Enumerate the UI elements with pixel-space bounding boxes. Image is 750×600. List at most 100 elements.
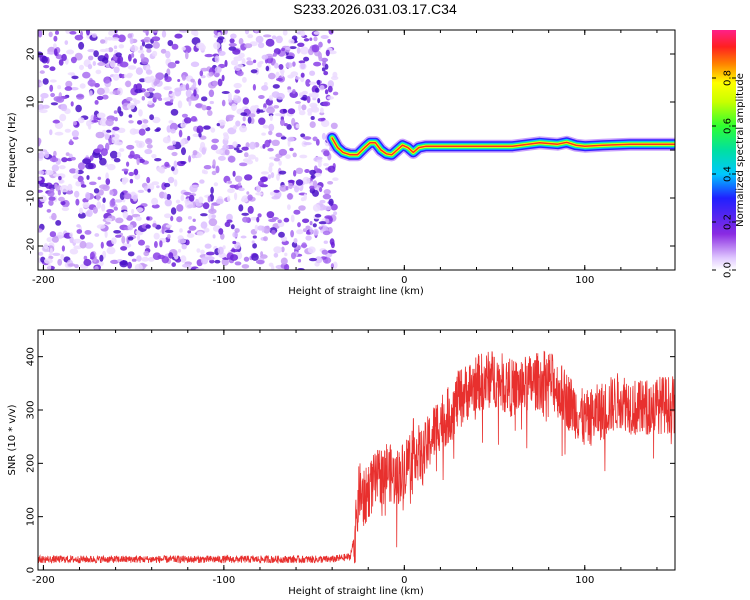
- noise-speckle: [300, 72, 305, 78]
- noise-speckle: [211, 214, 217, 219]
- noise-speckle: [40, 92, 49, 99]
- noise-speckle: [310, 116, 315, 120]
- noise-speckle: [148, 87, 154, 93]
- noise-speckle: [145, 245, 150, 249]
- noise-speckle: [319, 85, 325, 91]
- noise-speckle: [51, 236, 59, 243]
- snr-x-tick-label: 0: [401, 575, 407, 586]
- noise-speckle: [138, 128, 146, 136]
- spectrogram-x-tick-label: -100: [213, 275, 236, 286]
- noise-speckle: [121, 168, 129, 172]
- noise-speckle: [302, 176, 311, 185]
- noise-speckle: [188, 225, 197, 231]
- noise-speckle: [273, 189, 280, 193]
- noise-speckle: [86, 30, 90, 36]
- noise-speckle: [277, 219, 282, 224]
- noise-speckle: [215, 165, 220, 174]
- noise-speckle: [230, 60, 239, 66]
- noise-speckle: [94, 100, 99, 105]
- noise-speckle: [300, 30, 306, 37]
- noise-speckle: [275, 132, 283, 138]
- noise-speckle: [126, 103, 135, 110]
- noise-speckle: [71, 130, 79, 138]
- noise-speckle: [307, 246, 316, 254]
- spectrogram-y-tick-label: -20: [26, 238, 37, 254]
- noise-speckle: [105, 119, 114, 127]
- noise-speckle: [238, 52, 245, 59]
- noise-speckle: [287, 204, 291, 211]
- noise-speckle: [75, 198, 80, 206]
- noise-speckle: [309, 221, 313, 226]
- noise-speckle: [265, 38, 275, 47]
- noise-speckle: [247, 205, 254, 214]
- noise-speckle: [199, 70, 204, 77]
- noise-speckle: [195, 198, 199, 206]
- noise-speckle: [300, 197, 305, 202]
- noise-speckle: [204, 243, 212, 249]
- noise-speckle: [114, 199, 123, 203]
- noise-speckle: [60, 200, 66, 206]
- noise-speckle: [137, 120, 143, 125]
- noise-speckle: [179, 30, 188, 33]
- snr-frame: [37, 329, 676, 571]
- noise-speckle: [74, 52, 83, 61]
- noise-speckle: [167, 176, 175, 184]
- noise-speckle: [110, 259, 119, 264]
- noise-speckle: [321, 249, 328, 255]
- noise-speckle: [161, 30, 167, 38]
- noise-speckle: [236, 63, 244, 69]
- noise-speckle: [257, 213, 262, 218]
- noise-speckle: [117, 56, 121, 65]
- noise-speckle: [303, 56, 310, 62]
- noise-speckle: [118, 44, 125, 49]
- noise-speckle: [196, 128, 201, 134]
- noise-speckle: [127, 251, 135, 257]
- noise-speckle: [89, 251, 95, 260]
- noise-speckle: [174, 88, 182, 97]
- noise-speckle: [153, 232, 160, 240]
- noise-speckle: [155, 72, 165, 81]
- noise-speckle: [119, 260, 128, 268]
- noise-speckle: [279, 184, 288, 192]
- colorbar-tick-label: 0.4: [723, 166, 734, 182]
- noise-speckle: [258, 117, 266, 125]
- spectrogram-signal-track: [325, 131, 675, 162]
- noise-speckle: [198, 196, 204, 204]
- noise-speckle: [134, 140, 140, 144]
- noise-speckle: [299, 46, 309, 55]
- noise-speckle: [82, 202, 90, 208]
- noise-speckle: [323, 189, 331, 195]
- noise-speckle: [108, 30, 115, 36]
- noise-speckle: [300, 133, 306, 138]
- noise-speckle: [329, 238, 335, 246]
- noise-speckle: [192, 218, 196, 222]
- noise-speckle: [233, 125, 238, 130]
- noise-speckle: [86, 175, 90, 180]
- noise-speckle: [61, 206, 70, 212]
- noise-speckle: [210, 186, 214, 194]
- noise-speckle: [309, 81, 317, 85]
- noise-speckle: [278, 170, 287, 175]
- noise-speckle: [51, 212, 57, 221]
- noise-speckle: [96, 95, 104, 101]
- noise-speckle: [125, 80, 132, 88]
- noise-speckle: [185, 89, 192, 98]
- noise-speckle: [146, 144, 153, 149]
- noise-speckle: [135, 230, 141, 235]
- noise-speckle: [127, 65, 137, 70]
- noise-speckle: [322, 230, 331, 236]
- noise-speckle: [102, 94, 109, 100]
- noise-speckle: [180, 161, 187, 165]
- noise-speckle: [222, 144, 229, 150]
- noise-speckle: [217, 78, 223, 87]
- noise-speckle: [141, 96, 145, 101]
- noise-speckle: [72, 121, 78, 126]
- noise-speckle: [177, 100, 183, 109]
- spectrogram-x-axis-label: Height of straight line (km): [288, 286, 424, 297]
- noise-speckle: [232, 231, 239, 238]
- noise-speckle: [278, 231, 285, 238]
- noise-speckle: [136, 234, 141, 242]
- noise-speckle: [212, 234, 216, 239]
- noise-speckle: [312, 223, 317, 228]
- noise-speckle: [38, 138, 41, 146]
